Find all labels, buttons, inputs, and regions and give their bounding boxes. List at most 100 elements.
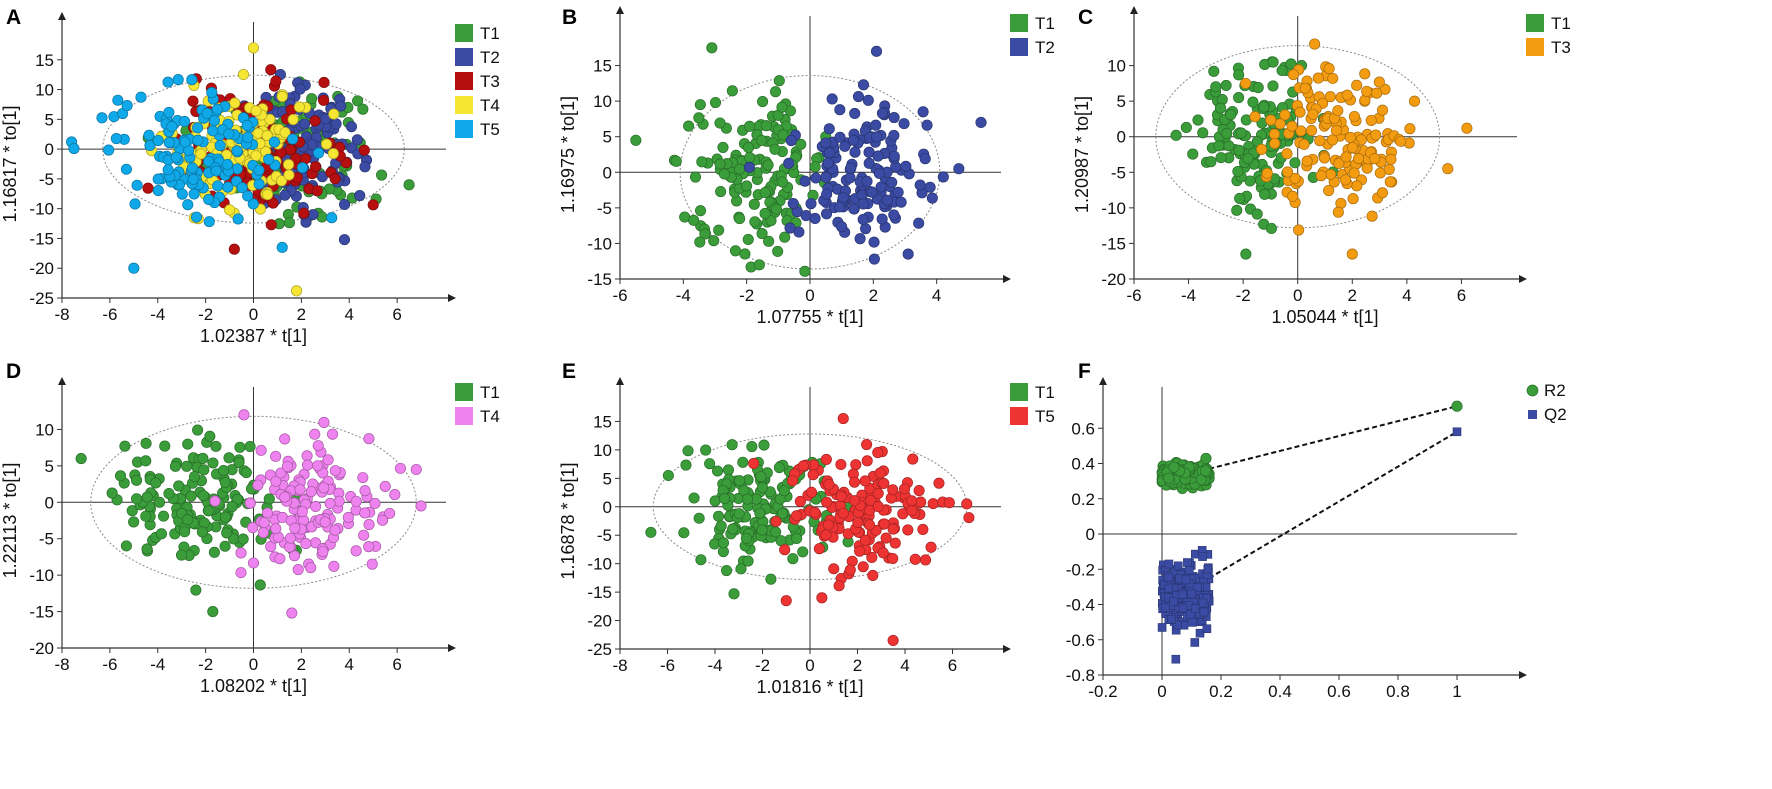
data-point-t5: [833, 580, 845, 592]
data-point-t5: [917, 523, 929, 535]
data-point-t1: [263, 493, 275, 505]
data-point-t2: [785, 134, 797, 147]
data-point-t1: [777, 129, 789, 141]
data-point-t5: [231, 145, 243, 157]
data-point-t5: [786, 475, 799, 487]
data-point-t4: [312, 440, 324, 452]
data-point-t1: [756, 524, 768, 536]
data-point-t1: [357, 103, 369, 115]
x-tick-label: -2: [1236, 286, 1251, 305]
data-point-t1: [1233, 144, 1245, 156]
data-point-t1: [1220, 79, 1232, 91]
data-point-t4: [247, 557, 260, 569]
data-point-t1: [192, 424, 204, 436]
data-point-t5: [821, 496, 833, 508]
data-point-t1: [749, 216, 761, 228]
data-point-t3: [1347, 141, 1359, 154]
data-point-t2: [860, 223, 872, 235]
data-point-t1: [773, 461, 785, 474]
data-point-t4: [284, 532, 297, 544]
data-point-t5: [276, 241, 288, 253]
data-point-t5: [933, 477, 945, 489]
data-point-t1: [759, 186, 771, 199]
data-point-t3: [1366, 210, 1378, 222]
data-point-t4: [274, 553, 286, 565]
data-point-q2: [1181, 575, 1191, 585]
data-point-t2: [888, 129, 900, 141]
data-point-t5: [852, 516, 864, 528]
data-point-t5: [859, 534, 871, 546]
data-point-t1: [756, 482, 769, 494]
data-point-t4: [261, 507, 274, 519]
data-point-t3: [358, 144, 370, 156]
data-point-t4: [270, 523, 282, 535]
data-point-t3: [1408, 95, 1421, 107]
data-point-t5: [850, 459, 862, 471]
data-point-t5: [887, 552, 899, 565]
y-tick-label: -15: [29, 229, 54, 248]
data-point-t4: [358, 529, 370, 541]
data-point-t5: [848, 476, 861, 488]
data-point-t3: [1333, 157, 1345, 170]
data-point-q2: [1164, 559, 1174, 569]
data-point-t5: [210, 165, 222, 177]
data-point-t5: [110, 132, 122, 145]
data-point-t5: [889, 537, 901, 549]
data-point-t2: [820, 137, 832, 149]
data-point-t5: [877, 547, 889, 559]
data-point-t2: [849, 107, 861, 120]
data-point-t1: [714, 158, 726, 170]
data-point-t1: [742, 233, 754, 245]
data-point-t2: [898, 118, 910, 130]
data-point-t1: [141, 491, 153, 503]
legend-label: T4: [480, 407, 500, 426]
data-point-t1: [795, 138, 807, 150]
data-point-t3: [1442, 163, 1454, 175]
data-point-t2: [822, 157, 834, 169]
x-tick-label: 4: [900, 656, 909, 675]
y-tick-label: -15: [587, 270, 612, 289]
data-point-t1: [240, 466, 252, 479]
data-point-t3: [1369, 153, 1381, 165]
data-point-t1: [141, 543, 153, 555]
data-point-t5: [163, 106, 175, 118]
legend-swatch-t1: [455, 383, 473, 401]
panel-label: E: [562, 360, 576, 383]
x-tick-label: -2: [739, 286, 754, 305]
x-tick-label: 4: [932, 286, 941, 305]
x-tick-label: -8: [54, 655, 69, 674]
data-point-t2: [862, 94, 874, 106]
permutation-regression-line: [1208, 430, 1458, 579]
data-point-t1: [728, 588, 740, 600]
data-point-t3: [1404, 123, 1416, 135]
x-tick-label: 1: [1452, 682, 1461, 701]
data-point-t1: [150, 477, 162, 489]
data-point-t1: [1240, 248, 1252, 260]
legend-label: T3: [1551, 38, 1571, 57]
data-point-t5: [212, 180, 224, 192]
data-point-t4: [329, 465, 341, 477]
data-point-t2: [294, 83, 306, 95]
data-point-t4: [195, 148, 207, 160]
y-tick-label: 0: [45, 493, 54, 512]
data-point-t5: [192, 134, 204, 146]
data-point-t3: [298, 207, 310, 219]
data-point-t5: [880, 532, 892, 544]
data-point-t1: [155, 528, 167, 540]
data-point-t4: [261, 130, 273, 142]
data-point-t5: [872, 447, 884, 459]
data-point-t3: [1332, 206, 1344, 218]
data-point-t3: [187, 95, 199, 107]
data-point-t1: [1205, 156, 1217, 168]
y-tick-label: -20: [29, 639, 54, 658]
data-point-t5: [121, 100, 133, 112]
data-point-t1: [185, 490, 197, 502]
y-tick-label: -10: [29, 200, 54, 219]
data-point-q2: [1193, 583, 1202, 592]
data-point-t1: [688, 214, 700, 226]
data-point-t3: [1323, 184, 1335, 197]
data-point-t3: [318, 76, 330, 89]
y-axis-arrow: [58, 12, 66, 20]
data-point-t3: [1352, 153, 1365, 165]
